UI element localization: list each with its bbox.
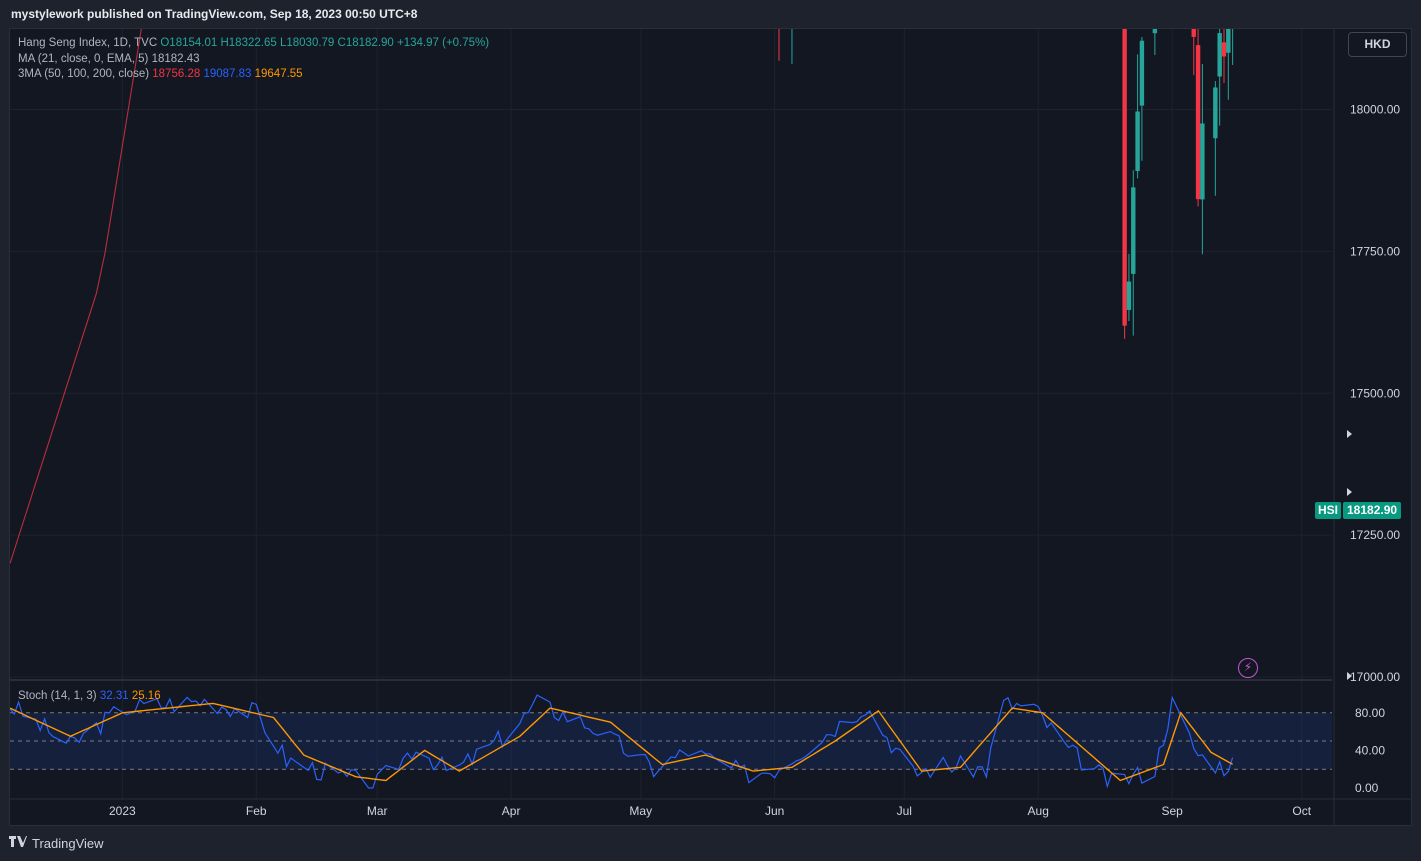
candle-down	[1195, 45, 1201, 200]
x-tick-label: Jul	[897, 804, 912, 818]
candle-up	[1213, 87, 1218, 139]
candle-up	[1217, 33, 1222, 77]
x-tick-label: Mar	[367, 804, 388, 818]
candle-up	[1152, 29, 1158, 34]
y-tick-label: 17250.00	[1350, 528, 1400, 542]
x-tick-label: Feb	[246, 804, 267, 818]
tradingview-logo-icon	[9, 836, 27, 850]
stoch-label: Stoch (14, 1, 3)	[18, 690, 97, 702]
stoch-legend: Stoch (14, 1, 3) 32.31 25.16	[18, 690, 161, 702]
x-tick-label: Aug	[1028, 804, 1049, 818]
chart-canvas[interactable]: 21250.0021000.0020750.0020500.0020250.00…	[10, 29, 1411, 825]
candle-down	[1191, 29, 1196, 37]
footer[interactable]: TradingView	[9, 832, 104, 854]
stoch-tick-label: 80.00	[1355, 706, 1385, 720]
candle-up	[1139, 40, 1145, 106]
stoch-d-line	[10, 702, 1233, 782]
y-tick-label: 17500.00	[1350, 386, 1400, 400]
axis-marker-icon	[1347, 488, 1352, 496]
y-tick-label: 17000.00	[1350, 670, 1400, 684]
candle-up	[1226, 29, 1231, 53]
y-tick-label: 17750.00	[1350, 244, 1400, 258]
candle-down	[1122, 29, 1127, 326]
publish-header: mystylework published on TradingView.com…	[11, 7, 418, 21]
stoch-k-line	[10, 694, 1234, 789]
stoch-tick-label: 40.00	[1355, 743, 1385, 757]
last-price-tag: 18182.90	[1343, 502, 1402, 519]
candle-up	[1135, 111, 1140, 172]
axis-marker-icon	[1347, 430, 1352, 438]
x-tick-label: Jun	[765, 804, 784, 818]
x-tick-label: 2023	[109, 804, 136, 818]
candle-up	[1131, 187, 1136, 274]
lightning-icon[interactable]: ⚡	[1238, 658, 1258, 678]
x-tick-label: May	[629, 804, 652, 818]
stoch-d-value: 25.16	[131, 690, 161, 702]
symbol-tag: HSI	[1315, 502, 1342, 519]
chart-frame[interactable]: 21250.0021000.0020750.0020500.0020250.00…	[9, 28, 1412, 826]
stoch-band-fill	[10, 712, 1332, 770]
axis-marker-icon	[1347, 672, 1352, 680]
x-tick-label: Apr	[502, 804, 521, 818]
currency-button[interactable]: HKD	[1348, 32, 1407, 57]
stoch-tick-label: 0.00	[1355, 781, 1379, 795]
footer-brand: TradingView	[32, 835, 104, 851]
candle-up	[1200, 123, 1205, 200]
stoch-k-value: 32.31	[99, 690, 129, 702]
x-tick-label: Sep	[1161, 804, 1183, 818]
candle-down	[1221, 42, 1227, 57]
x-tick-label: Oct	[1292, 804, 1311, 818]
candle-up	[1126, 281, 1132, 310]
y-tick-label: 18000.00	[1350, 103, 1400, 117]
